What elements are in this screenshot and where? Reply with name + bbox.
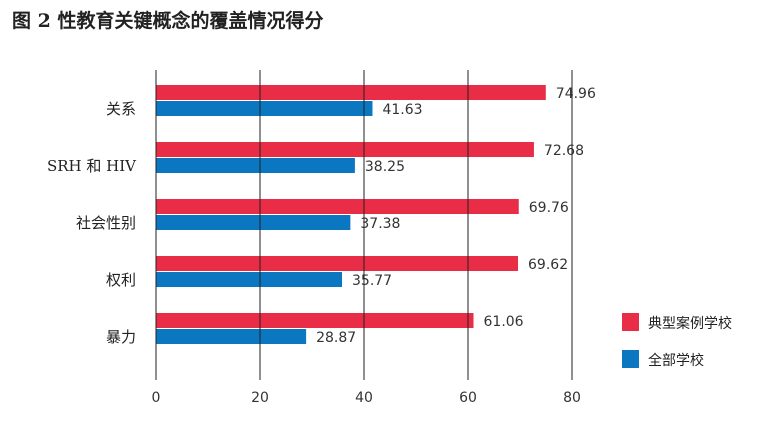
data-label: 69.62 bbox=[528, 257, 568, 273]
bar-typical-schools bbox=[156, 256, 519, 271]
bar-typical-schools bbox=[156, 313, 474, 328]
bar-typical-schools bbox=[156, 85, 546, 100]
legend-swatch bbox=[622, 350, 639, 368]
category-label: 社会性别 bbox=[76, 214, 136, 232]
chart-title: 图 2 性教育关键概念的覆盖情况得分 bbox=[12, 10, 324, 32]
category-label: SRH 和 HIV bbox=[47, 157, 137, 175]
bar-all-schools bbox=[156, 272, 343, 287]
category-label: 暴力 bbox=[106, 328, 136, 346]
data-label: 72.68 bbox=[544, 143, 584, 159]
bar-typical-schools bbox=[156, 142, 534, 157]
legend-label: 全部学校 bbox=[648, 352, 704, 369]
data-label: 61.06 bbox=[484, 314, 524, 330]
data-label: 69.76 bbox=[529, 200, 569, 216]
data-label: 35.77 bbox=[352, 273, 392, 289]
bar-all-schools bbox=[156, 158, 355, 173]
category-label: 关系 bbox=[106, 100, 136, 118]
bar-all-schools bbox=[156, 329, 307, 344]
data-label: 38.25 bbox=[365, 159, 405, 175]
bar-all-schools bbox=[156, 101, 373, 116]
x-tick-label: 60 bbox=[459, 390, 477, 406]
legend-label: 典型案例学校 bbox=[648, 315, 732, 332]
x-tick-label: 80 bbox=[563, 390, 581, 406]
data-label: 37.38 bbox=[360, 216, 400, 232]
data-label: 41.63 bbox=[382, 102, 422, 118]
data-label: 28.87 bbox=[316, 330, 356, 346]
bar-all-schools bbox=[156, 215, 351, 230]
legend-swatch bbox=[622, 313, 639, 331]
x-tick-label: 0 bbox=[152, 390, 161, 406]
data-label: 74.96 bbox=[556, 86, 596, 102]
category-label: 权利 bbox=[106, 271, 136, 289]
x-tick-label: 20 bbox=[251, 390, 269, 406]
bar-typical-schools bbox=[156, 199, 519, 214]
x-tick-label: 40 bbox=[355, 390, 373, 406]
